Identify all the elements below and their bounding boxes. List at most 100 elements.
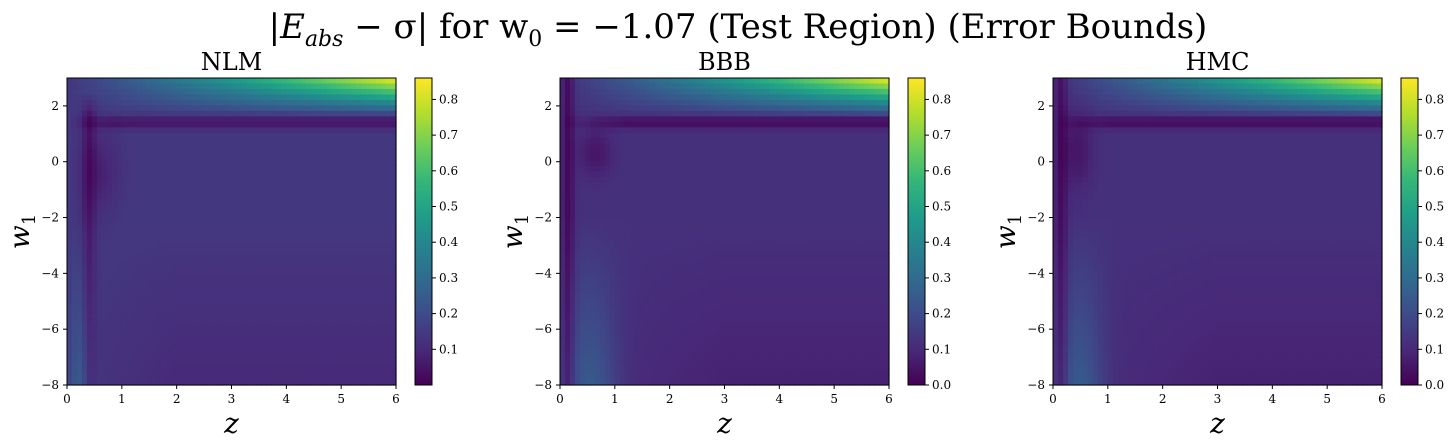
heatmap-cell: [246, 215, 253, 222]
heatmap-cell: [191, 352, 198, 359]
heatmap-cell: [176, 341, 183, 348]
heatmap-cell: [231, 78, 238, 85]
heatmap-cell: [221, 231, 228, 238]
heatmap-cell: [639, 143, 646, 150]
heatmap-cell: [584, 171, 591, 178]
heatmap-cell: [634, 171, 641, 178]
heatmap-cell: [191, 253, 198, 260]
heatmap-cell: [316, 231, 322, 238]
heatmap-cell: [361, 193, 367, 200]
heatmap-cell: [281, 94, 287, 101]
heatmap-cell: [141, 269, 148, 276]
heatmap-cell: [341, 335, 347, 342]
heatmap-cell: [216, 313, 223, 320]
heatmap-cell: [659, 105, 666, 112]
heatmap-cell: [206, 132, 213, 139]
heatmap-cell: [126, 121, 133, 128]
heatmap-cell: [764, 165, 770, 172]
heatmap-cell: [654, 78, 661, 85]
heatmap-cell: [564, 160, 571, 167]
heatmap-cell: [131, 154, 138, 161]
heatmap-cell: [614, 110, 621, 117]
heatmap-cell: [371, 149, 377, 156]
heatmap-cell: [291, 280, 297, 287]
heatmap-cell: [654, 99, 661, 107]
heatmap-cell: [196, 286, 203, 293]
heatmap-cell: [141, 165, 148, 172]
heatmap-cell: [196, 105, 203, 112]
heatmap-cell: [654, 110, 661, 117]
heatmap-cell: [151, 319, 158, 326]
heatmap-cell: [161, 319, 168, 326]
heatmap-cell: [166, 138, 173, 145]
heatmap-cell: [391, 215, 397, 222]
heatmap-cell: [146, 171, 153, 178]
heatmap-cell: [594, 83, 601, 90]
heatmap-cell: [91, 319, 98, 326]
heatmap-cell: [854, 94, 860, 101]
heatmap-cell: [131, 226, 138, 233]
heatmap-cell: [156, 143, 163, 150]
heatmap-cell: [301, 291, 307, 298]
heatmap-cell: [311, 247, 317, 255]
heatmap-cell: [211, 94, 218, 101]
heatmap-cell: [141, 132, 148, 139]
heatmap-cell: [644, 83, 651, 90]
heatmap-cell: [181, 313, 188, 320]
heatmap-cell: [381, 269, 387, 276]
heatmap-cell: [291, 127, 297, 134]
heatmap-cell: [316, 149, 322, 156]
heatmap-cell: [704, 78, 711, 85]
heatmap-cell: [386, 182, 392, 189]
heatmap-cell: [819, 149, 825, 156]
heatmap-cell: [381, 368, 387, 375]
heatmap-cell: [71, 94, 78, 101]
heatmap-cell: [246, 176, 253, 183]
heatmap-cell: [141, 193, 148, 200]
heatmap-cell: [181, 368, 188, 375]
heatmap-cell: [361, 88, 367, 96]
heatmap-cell: [834, 116, 840, 123]
heatmap-cell: [67, 291, 73, 298]
heatmap-cell: [619, 127, 626, 134]
heatmap-cell: [67, 363, 73, 370]
heatmap-cell: [201, 319, 208, 326]
heatmap-cell: [331, 291, 337, 298]
heatmap-cell: [291, 105, 297, 112]
heatmap-cell: [574, 88, 581, 96]
heatmap-cell: [634, 78, 641, 85]
heatmap-cell: [326, 341, 332, 348]
heatmap-cell: [86, 209, 93, 216]
heatmap-cell: [176, 236, 183, 244]
heatmap-cell: [256, 258, 262, 265]
heatmap-cell: [91, 88, 98, 96]
heatmap-cell: [86, 247, 93, 255]
heatmap-cell: [156, 253, 163, 260]
heatmap-cell: [126, 297, 133, 304]
heatmap-cell: [306, 363, 312, 370]
heatmap-cell: [719, 138, 726, 145]
heatmap-cell: [624, 160, 631, 167]
heatmap-cell: [161, 204, 168, 211]
heatmap-cell: [231, 280, 238, 287]
heatmap-cell: [206, 88, 213, 96]
heatmap-cell: [211, 297, 218, 304]
heatmap-cell: [246, 324, 253, 331]
heatmap-cell: [256, 319, 262, 326]
heatmap-cell: [201, 88, 208, 96]
heatmap-cell: [614, 132, 621, 139]
heatmap-cell: [296, 264, 302, 271]
heatmap-cell: [111, 149, 118, 156]
heatmap-cell: [769, 83, 775, 90]
heatmap-cell: [609, 99, 616, 107]
heatmap-cell: [316, 176, 322, 183]
heatmap-cell: [81, 286, 88, 293]
heatmap-cell: [71, 187, 78, 194]
heatmap-cell: [326, 220, 332, 227]
heatmap-cell: [391, 78, 397, 85]
heatmap-cell: [649, 176, 656, 183]
heatmap-cell: [161, 330, 168, 337]
heatmap-cell: [804, 99, 810, 107]
heatmap-cell: [171, 357, 178, 364]
heatmap-cell: [321, 374, 327, 381]
